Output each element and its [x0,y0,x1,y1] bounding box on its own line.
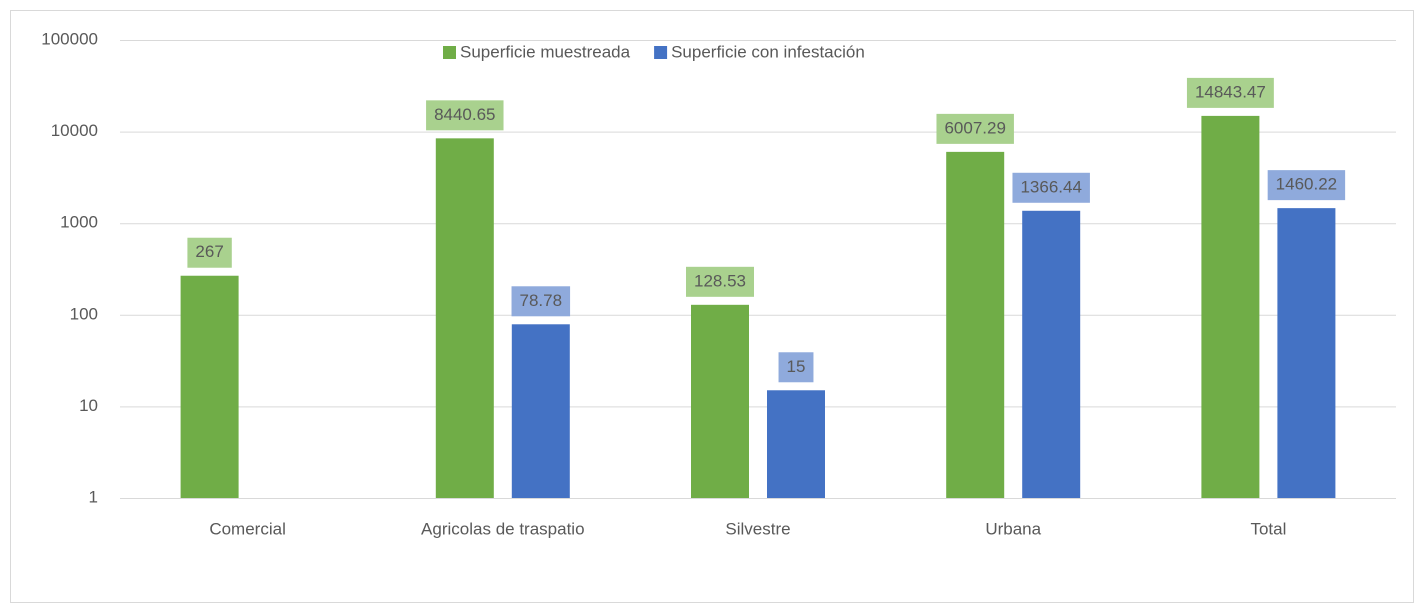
bar [946,151,1005,498]
x-tick-label: Comercial [209,519,286,538]
bar [1022,210,1081,498]
data-label-box [1267,170,1346,201]
y-tick-label: 10 [79,396,98,415]
bar [1201,115,1260,498]
x-tick-label: Total [1250,519,1286,538]
y-tick-label: 100 [70,304,98,323]
data-label-box [686,266,754,297]
bar [691,304,749,498]
data-label: 14843.47 [1195,82,1266,101]
data-label: 1366.44 [1020,177,1081,196]
data-label: 267 [195,242,223,261]
data-label-box [778,352,814,383]
bar [180,275,239,498]
legend-label: Superficie muestreada [460,42,631,61]
data-label: 6007.29 [944,118,1005,137]
bar [511,324,570,498]
legend-label: Superficie con infestación [671,42,865,61]
x-tick-label: Agricolas de traspatio [421,519,584,538]
bar [435,138,494,498]
y-tick-label: 1000 [60,213,98,232]
y-tick-label: 100000 [41,29,98,48]
x-tick-label: Silvestre [725,519,790,538]
data-label: 78.78 [520,291,563,310]
data-label: 1460.22 [1276,175,1337,194]
y-tick-label: 1 [89,487,98,506]
bar [1277,208,1336,498]
data-label: 8440.65 [434,105,495,124]
y-tick-label: 10000 [51,121,98,140]
data-label-box [1186,77,1274,108]
data-label-box [187,237,232,268]
x-tick-label: Urbana [985,519,1041,538]
legend-swatch [443,46,456,59]
bar [767,390,825,498]
data-label-box [1012,172,1090,203]
data-label: 15 [787,357,806,376]
data-label-box [426,100,504,131]
legend-swatch [654,46,668,59]
data-label: 128.53 [694,271,746,290]
data-label-box [936,113,1014,144]
data-label-box [511,286,571,317]
legend: Superficie muestreada Superficie con infe… [443,42,865,61]
